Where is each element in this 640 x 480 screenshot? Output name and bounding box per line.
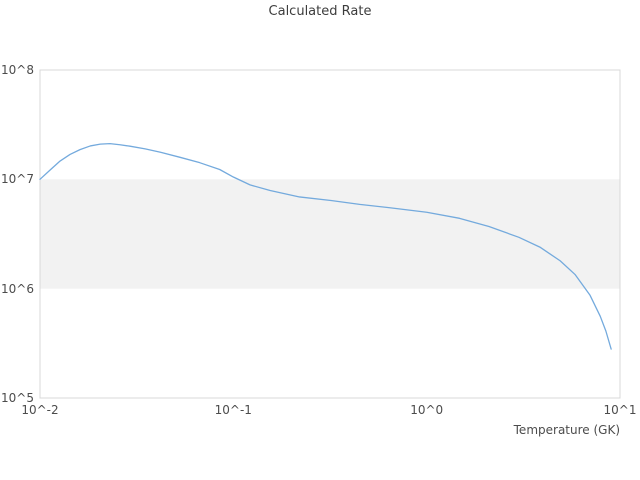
x-tick-label: 10^-1 (214, 403, 252, 417)
x-tick-label: 10^1 (603, 403, 637, 417)
y-tick-label: 10^8 (1, 63, 34, 77)
chart-title: Calculated Rate (268, 4, 372, 19)
x-axis-label: Temperature (GK) (513, 423, 620, 437)
rate-curve (39, 143, 612, 350)
x-tick-label: 10^0 (410, 403, 444, 417)
plot-frame (39, 69, 621, 399)
y-tick-label: 10^7 (1, 172, 34, 187)
x-tick-label: 10^-2 (21, 403, 59, 417)
highlight-band (40, 179, 620, 289)
y-tick-label: 10^5 (1, 391, 34, 405)
y-tick-label: 10^6 (1, 281, 34, 296)
